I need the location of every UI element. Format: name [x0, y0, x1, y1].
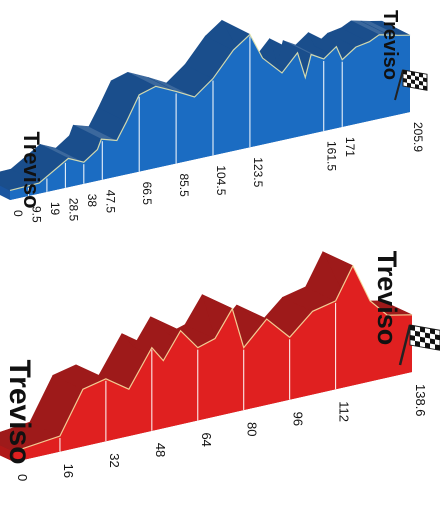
- profile-front-face: [14, 265, 412, 462]
- finish-label-group-red: Treviso: [372, 251, 402, 346]
- x-tick-label: 161.5: [325, 141, 339, 171]
- x-tick-label: 19: [48, 202, 62, 216]
- start-label: Treviso: [3, 359, 36, 464]
- x-tick-label: 138.6: [413, 384, 428, 417]
- x-tick-label: 205.9: [411, 122, 425, 152]
- profile-chart-red: 0 16 32 48 64 80 96 112 138.6: [0, 251, 428, 481]
- x-tick-label: 9.5: [29, 206, 43, 223]
- start-label: Treviso: [19, 131, 44, 208]
- x-tick-label: 123.5: [251, 157, 265, 187]
- x-tick-label: 32: [107, 453, 122, 467]
- finish-flag-icon: [394, 69, 428, 101]
- x-tick-label: 16: [61, 464, 76, 478]
- finish-flag-icon: [398, 324, 440, 366]
- x-tick-label: 112: [337, 401, 352, 422]
- x-tick-label: 96: [291, 412, 306, 426]
- profile-crest-line: [9, 33, 411, 191]
- x-tick-label: 171: [343, 137, 357, 157]
- x-tick-label: 28.5: [66, 198, 80, 222]
- x-tick-label: 80: [245, 422, 260, 436]
- x-tick-label: 0: [11, 210, 25, 217]
- x-tick-label: 0: [15, 474, 30, 481]
- start-label-group-blue: Treviso: [19, 131, 44, 208]
- finish-label-group-blue: Treviso: [379, 10, 401, 80]
- finish-label: Treviso: [372, 251, 402, 346]
- start-label-group-red: Treviso: [3, 359, 36, 464]
- profile-chart-blue: 0 9.5 19 28.5 38 47.5 66.5 85.5 104.5 123.5 161.5 1…: [0, 19, 425, 223]
- x-tick-label: 64: [199, 432, 214, 446]
- profile-front-face: [10, 34, 410, 200]
- profile-crest-line: [13, 264, 413, 453]
- x-tick-label: 48: [153, 443, 168, 457]
- x-tick-label: 47.5: [103, 190, 117, 214]
- x-tick-label: 85.5: [177, 173, 191, 197]
- finish-label: Treviso: [379, 10, 401, 80]
- x-tick-label: 104.5: [214, 165, 228, 195]
- x-tick-label: 66.5: [140, 182, 154, 206]
- x-tick-label: 38: [85, 194, 99, 208]
